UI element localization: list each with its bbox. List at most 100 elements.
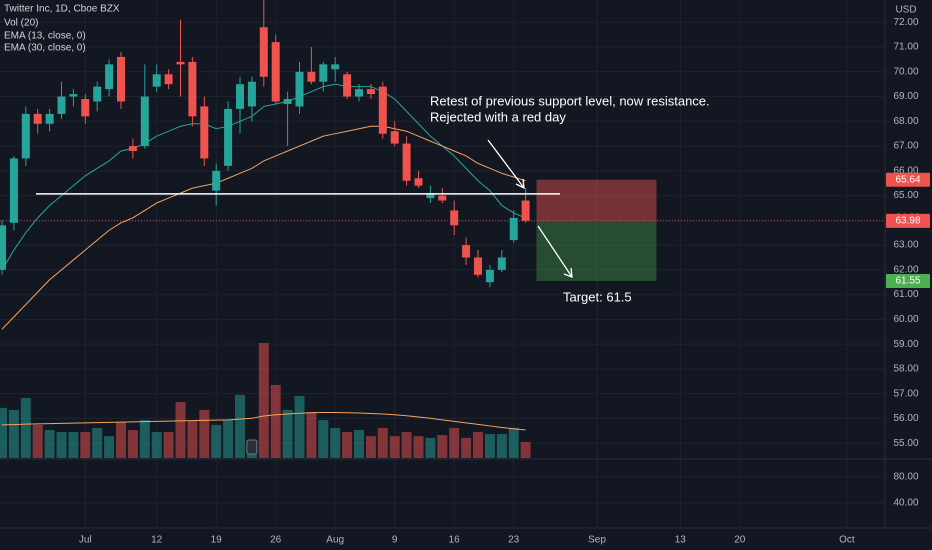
x-tick-label: Sep — [588, 535, 606, 546]
y-tick-label: 61.00 — [893, 289, 918, 300]
ema-legend: EMA (30, close, 0) — [4, 43, 86, 54]
y-tick-label: 59.00 — [893, 339, 918, 350]
x-tick-label: 26 — [270, 535, 282, 546]
candle-body — [152, 74, 161, 87]
volume-bar — [163, 432, 174, 458]
volume-bar — [0, 407, 7, 458]
candle-body — [236, 84, 244, 109]
candle-body — [164, 74, 173, 85]
volume-bar — [437, 435, 448, 458]
price-tag — [886, 213, 930, 228]
y-tick-label: 72.00 — [893, 17, 918, 28]
volume-bar — [187, 420, 198, 458]
volume-bar — [56, 432, 67, 458]
candle-body — [128, 146, 137, 152]
volume-bar — [270, 384, 281, 458]
y-tick-label: 69.00 — [893, 91, 918, 102]
volume-bar — [461, 437, 472, 458]
volume-bar — [68, 432, 79, 458]
x-tick-label: 20 — [734, 535, 746, 546]
volume-bar — [496, 434, 507, 458]
price-tag-label: 63.98 — [895, 215, 920, 226]
candle-body — [378, 86, 387, 134]
candle-body — [9, 158, 18, 223]
price-tag-label: 61.55 — [895, 276, 920, 287]
candle-body — [390, 131, 399, 144]
annotation: Rejected with a red day — [430, 109, 566, 124]
candle-body — [462, 245, 471, 258]
candle-body — [212, 170, 221, 191]
candle-body — [271, 42, 280, 102]
candle-body — [521, 200, 530, 221]
y-tick-label: 67.00 — [893, 141, 918, 152]
candle-body — [247, 81, 256, 107]
volume-bar — [20, 397, 31, 458]
volume-bar — [354, 430, 364, 458]
volume-bar — [377, 427, 388, 458]
x-tick-label: 16 — [449, 535, 461, 546]
chart-title: Twitter Inc, 1D, Cboe BZX — [4, 4, 120, 15]
volume-bar — [258, 342, 269, 458]
candle-body — [497, 257, 506, 270]
candle-body — [117, 56, 125, 102]
candle-body — [331, 64, 340, 70]
candle-body — [200, 106, 209, 159]
volume-bar — [32, 424, 43, 458]
y-tick-label: 62.00 — [893, 264, 918, 275]
y-tick-label: 40.00 — [893, 498, 918, 509]
candle-body — [474, 257, 482, 275]
candle-body — [319, 64, 328, 82]
candle-body — [105, 64, 114, 90]
arrow — [487, 139, 525, 190]
candle-body — [0, 225, 6, 270]
volume-bar — [318, 420, 329, 458]
target-zone — [536, 220, 657, 281]
candle-body — [188, 61, 197, 117]
volume-bar — [235, 394, 245, 458]
volume-bar — [139, 420, 150, 458]
volume-bar — [175, 402, 186, 458]
volume-bar — [449, 427, 460, 458]
y-tick-label: 57.00 — [893, 388, 918, 399]
candle-body — [140, 96, 149, 147]
volume-bar — [151, 432, 162, 458]
volume-bar — [80, 432, 91, 458]
volume-bar — [484, 434, 495, 458]
volume-bar — [413, 436, 424, 458]
x-tick-label: Aug — [326, 535, 344, 546]
volume-legend: Vol (20) — [4, 18, 38, 29]
volume-bar — [508, 427, 519, 458]
volume-bar — [401, 432, 412, 458]
volume-bar — [342, 432, 353, 458]
candle-body — [426, 193, 435, 199]
volume-bar — [104, 436, 115, 458]
candle-body — [45, 113, 54, 124]
x-tick-label: Jul — [79, 535, 92, 546]
price-tag-label: 65.64 — [895, 174, 920, 185]
volume-bar — [116, 422, 126, 458]
candle-body — [224, 108, 233, 166]
arrow — [537, 225, 573, 278]
annotation: Retest of previous support level, now re… — [430, 93, 710, 108]
volume-bar — [127, 430, 138, 458]
candle-body — [81, 99, 90, 117]
price-tag — [886, 273, 930, 288]
x-tick-label: 9 — [392, 535, 398, 546]
candle-body — [283, 99, 292, 104]
stop-zone — [536, 179, 657, 221]
y-tick-label: 71.00 — [893, 42, 918, 53]
volume-bar — [473, 432, 483, 458]
candle-body — [355, 89, 363, 97]
y-tick-label: 58.00 — [893, 364, 918, 375]
volume-bar — [92, 427, 103, 458]
x-tick-label: 19 — [211, 535, 223, 546]
candle-body — [295, 71, 304, 107]
candle-body — [402, 143, 411, 181]
x-tick-label: 13 — [675, 535, 687, 546]
x-tick-label: Oct — [839, 535, 855, 546]
volume-bar — [199, 409, 210, 458]
candle-body — [57, 96, 66, 114]
candle-body — [176, 61, 185, 65]
